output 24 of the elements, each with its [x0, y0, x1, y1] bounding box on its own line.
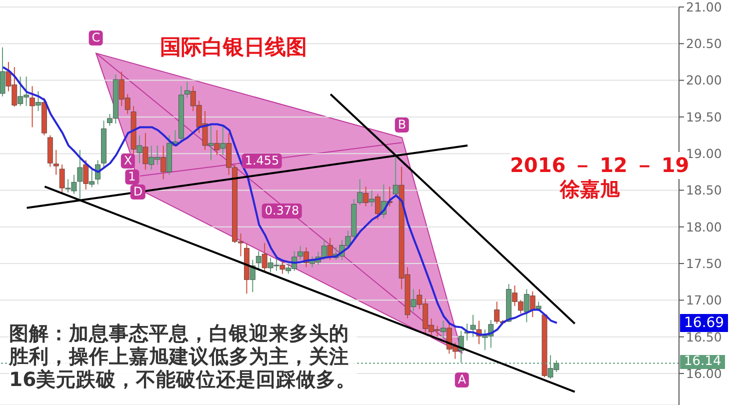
annotation: 图解：加息事态平息，白银迎来多头的胜利，操作上嘉旭建议低多为主，关注16美元跌破，不能破位还是回踩做多。 — [9, 322, 357, 391]
text: 国际白银日线图 — [160, 34, 307, 61]
annotation: 徐嘉旭 — [560, 176, 620, 203]
y-tick-label: 17.00 — [686, 292, 722, 308]
annotation: X — [120, 154, 136, 169]
ref-line-label: 16.14 — [680, 354, 726, 370]
y-tick-label: 18.50 — [686, 182, 722, 198]
annotation: C — [88, 30, 104, 46]
y-tick-label: 16.50 — [686, 329, 722, 344]
annotation: 0.378 — [262, 204, 302, 219]
annotation: B — [394, 117, 410, 132]
y-tick-label: 19.50 — [686, 109, 722, 124]
text: 16.69 — [680, 314, 728, 332]
annotation: A — [454, 372, 470, 388]
y-tick-label: 20.00 — [686, 72, 722, 88]
annotation: 1.455 — [242, 154, 282, 169]
y-tick-label: 20.50 — [686, 36, 722, 52]
annotation: 1 — [125, 170, 139, 184]
annotation: 2016 － 12 － 19 — [510, 152, 690, 179]
annotation: D — [130, 184, 146, 200]
y-tick-label: 17.50 — [686, 256, 722, 271]
y-tick-label: 18.00 — [686, 219, 722, 234]
y-tick-label: 21.00 — [686, 0, 722, 14]
candlestick — [53, 149, 59, 176]
